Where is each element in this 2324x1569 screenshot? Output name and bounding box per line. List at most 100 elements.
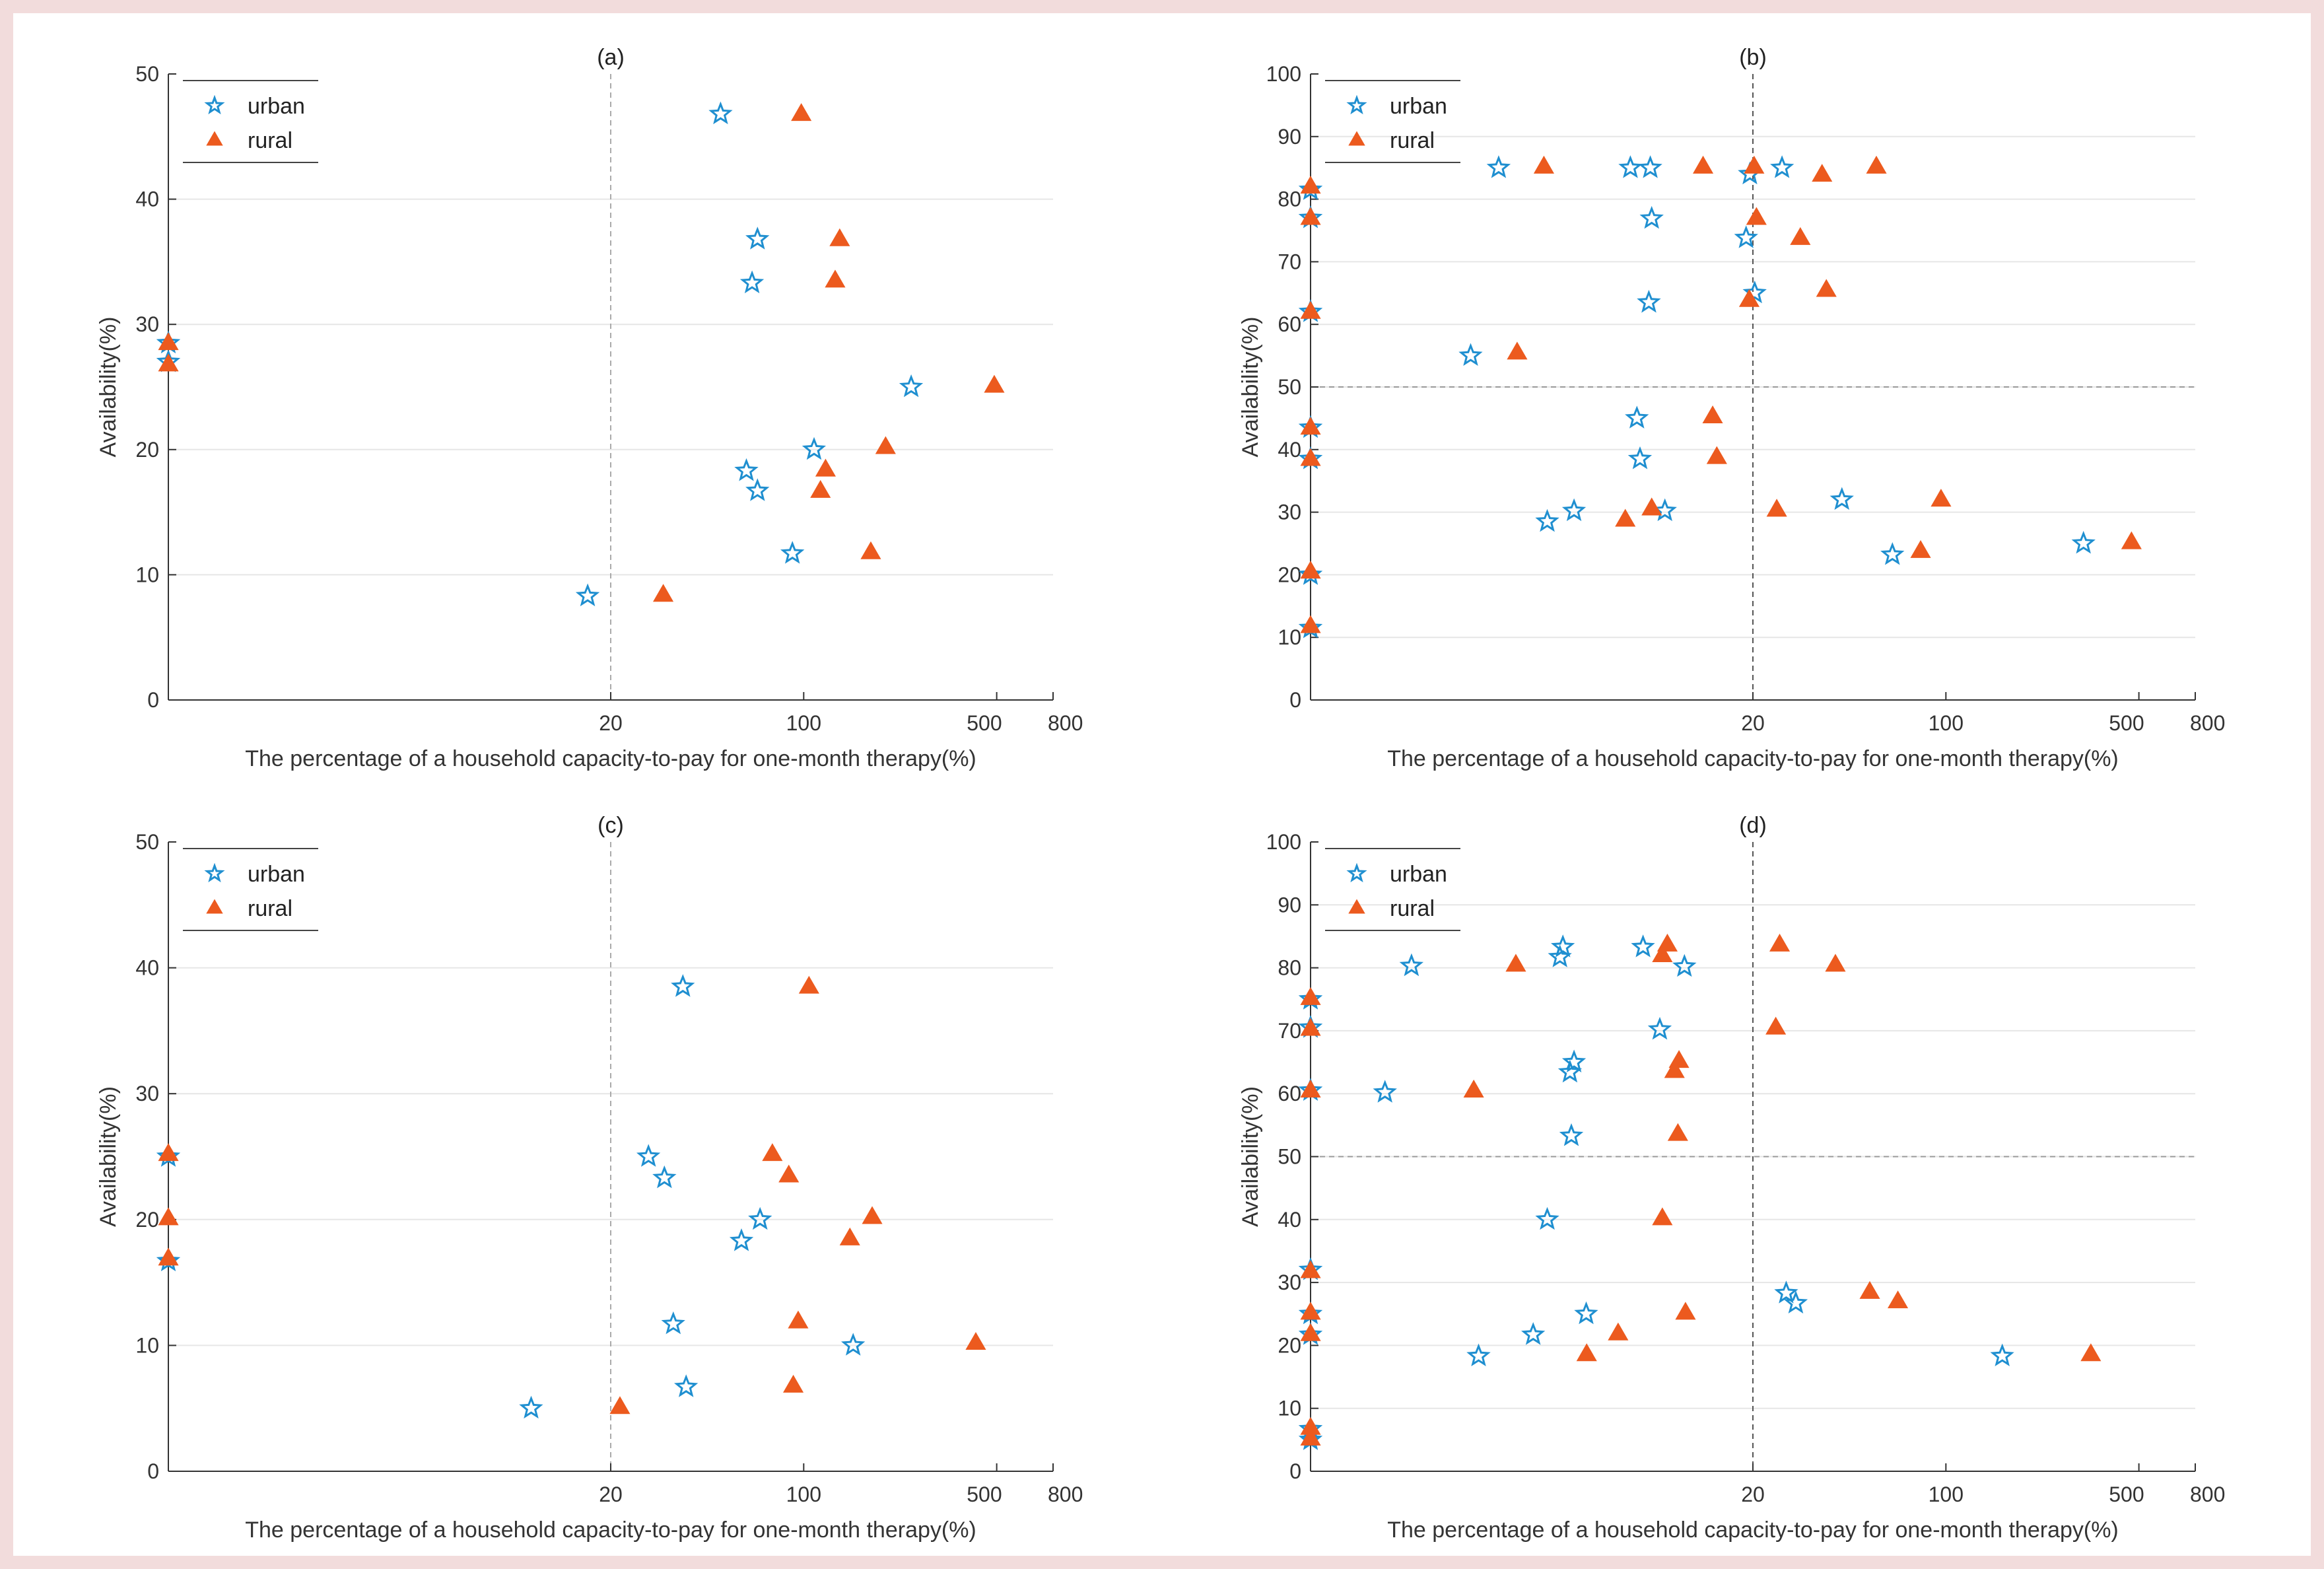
- y-tick-label: 40: [135, 956, 159, 980]
- data-point-rural: [1300, 1302, 1321, 1320]
- data-point-rural: [965, 1332, 986, 1350]
- data-point-urban: [1561, 498, 1587, 522]
- data-point-rural: [1765, 1016, 1787, 1035]
- y-tick-label: 100: [1266, 830, 1301, 854]
- y-tick-label: 0: [147, 688, 159, 712]
- data-point-rural: [1505, 954, 1526, 972]
- data-point-urban: [1734, 225, 1758, 248]
- data-point-rural: [1300, 987, 1321, 1005]
- data-point-urban: [1774, 1280, 1798, 1304]
- data-point-urban: [1631, 934, 1655, 958]
- data-point-rural: [1300, 561, 1321, 579]
- legend-marker-urban: [1346, 94, 1367, 115]
- data-point-rural: [1790, 227, 1811, 245]
- data-point-urban: [780, 541, 805, 564]
- data-point-rural: [791, 103, 812, 122]
- data-point-rural: [798, 975, 819, 994]
- legend-marker-rural: [206, 131, 223, 146]
- data-point-rural: [810, 479, 831, 498]
- series-rural: [158, 975, 986, 1414]
- data-point-rural: [1888, 1290, 1909, 1309]
- y-tick-label: 60: [1278, 1082, 1301, 1105]
- data-point-urban: [1521, 1322, 1546, 1345]
- y-tick-label: 50: [135, 830, 159, 854]
- data-point-rural: [158, 1207, 179, 1226]
- y-axis-label: Availability(%): [1238, 1086, 1263, 1227]
- y-tick-label: 20: [135, 438, 159, 462]
- x-tick-label: 500: [967, 1482, 1002, 1506]
- data-point-rural: [875, 436, 896, 454]
- legend-marker-urban: [1346, 862, 1367, 883]
- chart-title: (a): [597, 45, 625, 70]
- legend-label-urban: urban: [1390, 94, 1447, 119]
- data-point-urban: [841, 1333, 866, 1356]
- data-point-urban: [1466, 1343, 1491, 1367]
- x-tick-label: 500: [2109, 711, 2144, 735]
- data-point-rural: [1769, 933, 1791, 952]
- data-point-rural: [862, 1206, 883, 1224]
- y-tick-label: 10: [135, 1333, 159, 1357]
- y-tick-label: 40: [1278, 438, 1301, 462]
- legend-label-rural: rural: [1390, 128, 1435, 153]
- legend-label-rural: rural: [1390, 896, 1435, 921]
- data-point-urban: [1548, 944, 1572, 967]
- data-point-urban: [519, 1395, 543, 1419]
- data-point-rural: [829, 228, 850, 246]
- y-tick-label: 40: [135, 188, 159, 211]
- data-point-rural: [1667, 1123, 1688, 1141]
- series-rural: [158, 103, 1005, 602]
- chart-title: (b): [1739, 45, 1767, 70]
- y-tick-label: 20: [135, 1208, 159, 1232]
- y-tick-label: 30: [1278, 1271, 1301, 1294]
- data-point-rural: [609, 1396, 631, 1414]
- data-point-rural: [1825, 954, 1846, 972]
- x-tick-label: 20: [599, 711, 623, 735]
- data-point-rural: [1300, 615, 1321, 633]
- data-point-urban: [1574, 1301, 1598, 1325]
- legend: urban rural: [1325, 848, 1460, 931]
- data-point-urban: [1880, 542, 1905, 565]
- x-tick-label: 20: [1741, 1482, 1765, 1506]
- y-tick-label: 70: [1278, 250, 1301, 273]
- data-point-urban: [1647, 1016, 1672, 1040]
- y-tick-label: 20: [1278, 1333, 1301, 1357]
- data-point-rural: [1812, 164, 1833, 182]
- series-urban: [156, 101, 924, 607]
- data-point-rural: [1744, 155, 1765, 174]
- data-point-rural: [653, 584, 674, 602]
- y-tick-label: 10: [1278, 625, 1301, 649]
- data-point-rural: [1702, 405, 1723, 424]
- y-tick-label: 30: [135, 1082, 159, 1105]
- y-tick-label: 50: [135, 62, 159, 86]
- x-tick-label: 800: [2190, 711, 2225, 735]
- data-point-urban: [1486, 155, 1511, 178]
- data-point-urban: [1535, 1206, 1559, 1230]
- x-tick-label: 500: [967, 711, 1002, 735]
- y-tick-label: 30: [1278, 501, 1301, 524]
- y-tick-label: 0: [147, 1459, 159, 1483]
- y-tick-label: 20: [1278, 563, 1301, 586]
- data-point-rural: [1300, 1427, 1321, 1446]
- chart-panel-1: 0 10 20 30 40 50 20 100 500 800 (a) The percentage …: [96, 45, 1083, 771]
- data-point-rural: [2121, 531, 2142, 549]
- data-point-rural: [1931, 489, 1952, 507]
- chart-title: (d): [1739, 813, 1767, 838]
- legend: urban rural: [183, 80, 318, 163]
- data-point-rural: [1738, 289, 1760, 307]
- data-point-urban: [745, 227, 770, 250]
- data-point-rural: [839, 1227, 860, 1245]
- data-point-rural: [158, 332, 179, 351]
- x-tick-label: 500: [2109, 1482, 2144, 1506]
- legend-label-urban: urban: [248, 862, 305, 887]
- data-point-urban: [734, 458, 759, 481]
- series-rural: [1300, 155, 2142, 633]
- data-point-rural: [825, 269, 846, 288]
- series-rural: [1300, 933, 2102, 1446]
- x-tick-label: 100: [1929, 711, 1964, 735]
- data-point-urban: [1625, 405, 1649, 429]
- chart-panel-3: 0 10 20 30 40 50 20 100 500 800 (c) The percentage …: [96, 813, 1083, 1543]
- x-tick-label: 20: [599, 1482, 623, 1506]
- data-point-rural: [1300, 417, 1321, 435]
- data-point-urban: [1551, 934, 1575, 958]
